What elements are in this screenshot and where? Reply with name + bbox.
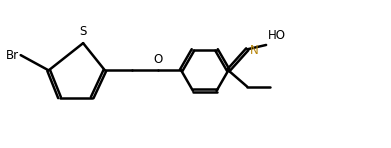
Text: S: S bbox=[79, 25, 87, 38]
Text: HO: HO bbox=[268, 29, 286, 42]
Text: N: N bbox=[250, 44, 258, 57]
Text: Br: Br bbox=[6, 49, 19, 62]
Text: O: O bbox=[153, 53, 162, 66]
